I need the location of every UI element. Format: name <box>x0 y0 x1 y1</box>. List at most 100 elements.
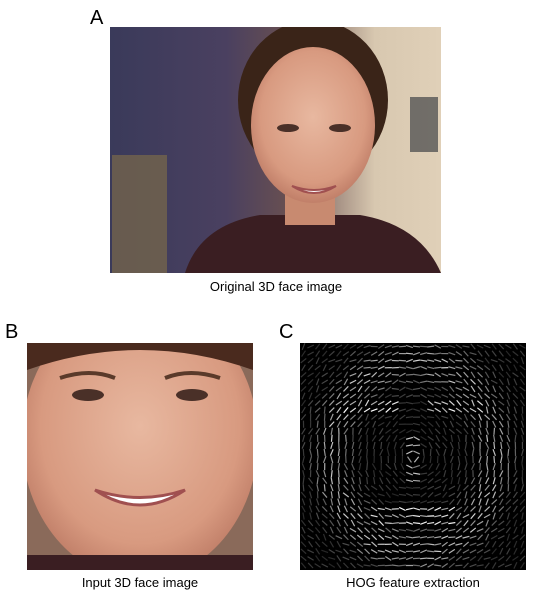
hog-cell <box>336 540 342 548</box>
hog-cell <box>392 414 399 421</box>
hog-cell <box>344 448 347 457</box>
hog-cell <box>321 358 328 364</box>
hog-cell <box>363 521 371 526</box>
hog-cell <box>505 358 512 364</box>
hog-cell <box>405 507 414 511</box>
hog-cell <box>300 378 307 385</box>
hog-cell <box>398 345 406 348</box>
hog-cell <box>343 519 349 527</box>
hog-cell <box>464 441 468 449</box>
hog-cell <box>412 514 421 518</box>
hog-cell <box>477 350 483 357</box>
hog-cell <box>405 500 414 504</box>
hog-cell <box>405 556 413 561</box>
hog-cell <box>363 359 371 362</box>
hog-cell <box>309 448 313 457</box>
hog-cell <box>491 364 497 371</box>
hog-cell <box>364 484 370 491</box>
hog-cell <box>309 455 313 464</box>
hog-cell <box>342 365 350 371</box>
hog-cell <box>505 506 512 512</box>
hog-cell <box>463 357 469 364</box>
hog-cell <box>315 413 321 421</box>
hog-cell <box>314 371 321 378</box>
hog-cell <box>469 563 477 568</box>
hog-cell <box>351 477 355 485</box>
hog-cell <box>372 477 376 485</box>
hog-cell <box>366 448 368 457</box>
hog-cell <box>506 434 511 442</box>
hog-cell <box>364 399 370 407</box>
hog-cell <box>441 372 449 377</box>
hog-cell <box>412 464 421 469</box>
hog-cell <box>470 463 476 471</box>
hog-cell <box>505 344 512 349</box>
hog-cell <box>316 484 319 492</box>
hog-cell <box>406 464 413 469</box>
hog-cell <box>357 555 364 562</box>
hog-cell <box>370 394 378 398</box>
hog-cell <box>300 357 307 364</box>
hog-cell <box>385 435 391 442</box>
hog-cell <box>455 535 463 540</box>
hog-cell <box>449 456 454 464</box>
hog-cell <box>512 513 519 519</box>
hog-cell <box>385 527 392 533</box>
hog-cell <box>412 402 421 405</box>
hog-cell <box>315 441 320 449</box>
hog-cell <box>457 463 461 471</box>
hog-cell <box>392 470 398 477</box>
hog-cell <box>342 351 350 357</box>
hog-cell <box>441 386 449 392</box>
hog-cell <box>434 428 441 435</box>
hog-cell <box>321 555 328 562</box>
hog-cell <box>485 441 490 449</box>
hog-cell <box>441 358 449 363</box>
hog-cell <box>441 407 448 413</box>
hog-cell <box>478 477 482 485</box>
hog-cell <box>398 436 406 441</box>
hog-cell <box>448 548 456 554</box>
hog-cell <box>448 408 456 412</box>
hog-cell <box>405 358 413 363</box>
hog-cell <box>363 543 371 546</box>
hog-cell <box>463 413 469 421</box>
original-face-image <box>110 27 441 273</box>
hog-cell <box>342 542 350 546</box>
hog-cell <box>513 562 518 569</box>
hog-cell <box>405 352 414 355</box>
hog-cell <box>328 400 335 407</box>
hog-cell <box>443 470 447 478</box>
hog-cell <box>434 514 442 518</box>
hog-cell <box>378 520 385 527</box>
hog-cell <box>384 344 392 349</box>
hog-cell <box>399 386 406 392</box>
hog-cell <box>377 493 385 497</box>
hog-cell <box>504 563 512 568</box>
hog-cell <box>476 549 484 554</box>
hog-cell <box>442 442 448 449</box>
hog-cell <box>464 498 468 506</box>
hog-cell <box>434 372 441 378</box>
hog-cell <box>337 498 341 506</box>
hog-cell <box>371 463 377 470</box>
hog-cell <box>307 399 314 407</box>
hog-cell <box>455 414 463 420</box>
hog-cell <box>330 463 333 471</box>
hog-cell <box>505 541 511 548</box>
hog-cell <box>470 477 476 485</box>
hog-cell <box>371 386 378 392</box>
hog-cell <box>357 505 363 513</box>
hog-cell <box>513 547 518 555</box>
hog-cell <box>406 450 413 455</box>
hog-cell <box>420 563 428 568</box>
hog-cell <box>434 386 442 392</box>
hog-cell <box>427 477 434 484</box>
hog-cell <box>363 373 371 377</box>
hog-cell <box>513 420 518 428</box>
hog-cell <box>448 492 456 498</box>
hog-cell <box>391 351 399 356</box>
hog-cell <box>485 378 490 386</box>
hog-cell <box>455 380 463 384</box>
hog-cell <box>307 534 314 540</box>
